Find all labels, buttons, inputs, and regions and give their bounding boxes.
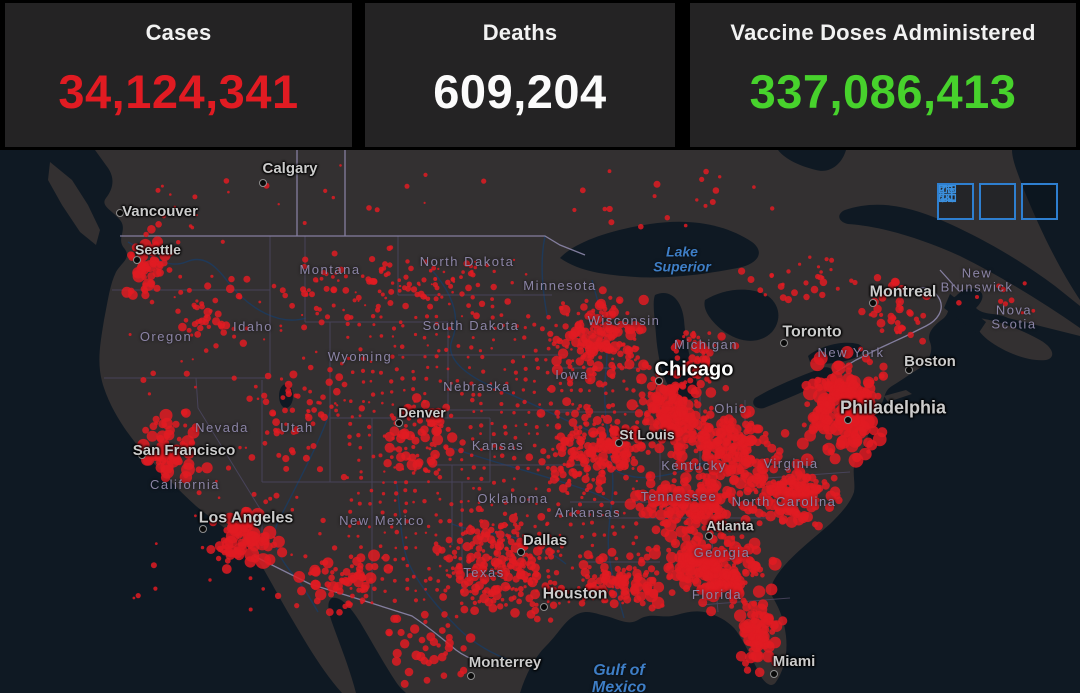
stats-bar: Cases 34,124,341 Deaths 609,204 Vaccine …: [0, 0, 1080, 150]
basemap-button[interactable]: [938, 183, 1058, 220]
map-artwork: [48, 150, 1080, 693]
stat-card-vaccines: Vaccine Doses Administered 337,086,413: [690, 3, 1076, 147]
cases-title: Cases: [145, 20, 212, 45]
deaths-title: Deaths: [482, 20, 558, 45]
case-dot-layer: [121, 164, 1036, 688]
vaccines-value: 337,086,413: [749, 65, 1017, 118]
map-controls: [937, 183, 1058, 220]
cases-value: 34,124,341: [58, 65, 299, 118]
deaths-value: 609,204: [433, 65, 607, 118]
basemap-grid-icon: [938, 184, 957, 203]
national-borders: [120, 150, 959, 667]
stat-card-deaths: Deaths 609,204: [365, 3, 675, 147]
map-canvas[interactable]: Calgary Vancouver Seattle Montreal Toronto Bo…: [0, 150, 1080, 693]
legend-button[interactable]: [939, 183, 1016, 220]
vaccines-title: Vaccine Doses Administered: [730, 20, 1036, 45]
stat-card-cases: Cases 34,124,341: [5, 3, 352, 147]
water-bodies: [279, 150, 1080, 409]
